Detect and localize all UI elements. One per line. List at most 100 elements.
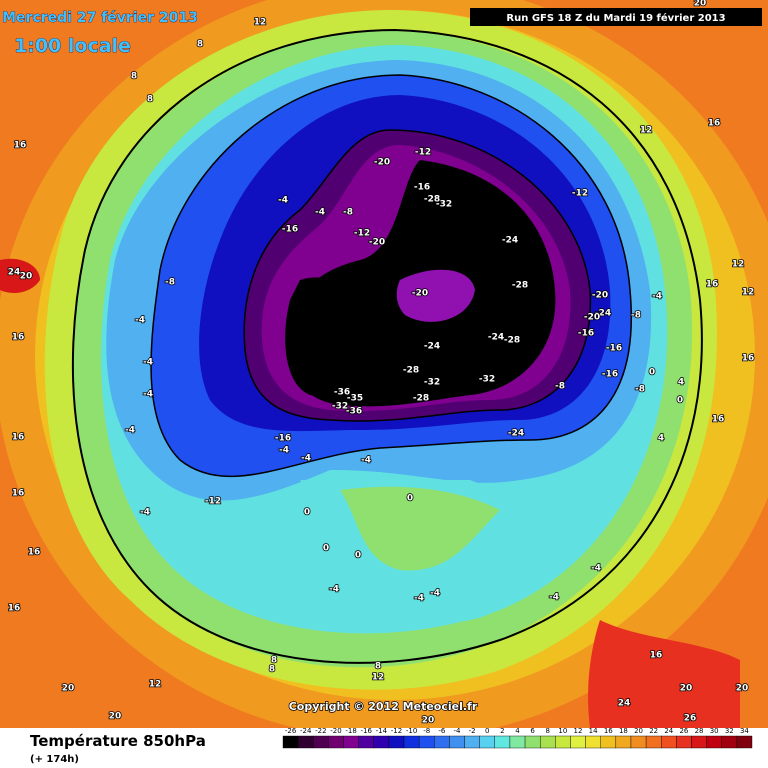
legend-swatch [282, 735, 299, 749]
legend-swatch [585, 735, 601, 749]
contour-label: -16 [282, 225, 298, 235]
legend-label: 26 [679, 727, 688, 735]
contour-label: -36 [346, 407, 362, 417]
legend-label: 10 [558, 727, 567, 735]
copyright: Copyright © 2012 Meteociel.fr [289, 700, 478, 713]
legend-swatch [328, 735, 344, 749]
legend-label: 30 [710, 727, 719, 735]
legend-label: 4 [515, 727, 520, 735]
contour-label: -16 [275, 434, 291, 444]
legend-label: 8 [546, 727, 550, 735]
legend-swatch [403, 735, 420, 749]
contour-label: -16 [414, 183, 430, 193]
contour-label: 12 [149, 680, 162, 690]
run-box [470, 8, 762, 26]
legend-swatch [479, 735, 496, 749]
contour-label: 20 [694, 0, 707, 9]
legend-swatch [343, 735, 359, 749]
contour-label: 0 [649, 368, 655, 378]
contour-label: -16 [606, 344, 622, 354]
legend-label: 28 [695, 727, 704, 735]
contour-label: 24 [618, 699, 631, 709]
contour-label: -4 [329, 585, 339, 595]
contour-label: -8 [631, 311, 641, 321]
contour-label: -12 [572, 189, 588, 199]
contour-label: -12 [354, 229, 370, 239]
legend-label: -18 [345, 727, 356, 735]
legend-swatch [615, 735, 632, 749]
contour-label: 16 [12, 489, 25, 499]
legend-swatch [736, 735, 753, 749]
legend-swatch [570, 735, 586, 749]
contour-label: -35 [347, 394, 363, 404]
contour-label: -16 [578, 329, 594, 339]
contour-label: 8 [269, 665, 275, 675]
contour-label: 4 [678, 378, 684, 388]
legend-swatch [464, 735, 480, 749]
legend-label: -20 [330, 727, 341, 735]
contour-label: 12 [742, 288, 755, 298]
contour-label: -12 [205, 497, 221, 507]
legend-label: -12 [391, 727, 402, 735]
contour-label: -4 [135, 316, 145, 326]
legend-label: 6 [530, 727, 535, 735]
legend-swatch [418, 735, 435, 749]
contour-label: 20 [736, 684, 749, 694]
contour-label: 12 [640, 126, 653, 136]
legend-swatch [555, 735, 571, 749]
contour-label: -4 [278, 196, 288, 206]
legend-label: 34 [740, 727, 749, 735]
run: Run GFS 18 Z du Mardi 19 février 2013 [506, 12, 725, 24]
legend-swatch [313, 735, 329, 749]
temperature-field [0, 0, 768, 740]
date: Mercredi 27 février 2013 [2, 10, 198, 26]
contour-label: -24 [595, 309, 611, 319]
contour-label: -20 [412, 289, 428, 299]
contour-label: -4 [361, 456, 371, 466]
contour-label: -20 [374, 158, 390, 168]
contour-label: 0 [323, 544, 329, 554]
contour-label: 0 [677, 396, 683, 406]
contour-label: -12 [415, 148, 431, 158]
contour-label: 16 [712, 415, 725, 425]
contour-label: 20 [680, 684, 693, 694]
legend-label: -24 [300, 727, 312, 735]
legend-swatch [388, 735, 405, 749]
contour-label: -4 [652, 292, 662, 302]
contour-label: 16 [28, 548, 41, 558]
contour-label: -20 [592, 291, 608, 301]
legend-swatch [676, 735, 692, 749]
legend-label: 14 [589, 727, 598, 735]
legend-label: 24 [664, 727, 673, 735]
contour-label: -4 [430, 589, 440, 599]
contour-label: -4 [143, 358, 153, 368]
legend-swatch [661, 735, 677, 749]
contour-label: -4 [125, 426, 135, 436]
contour-label: -16 [602, 370, 618, 380]
legend-label: -4 [453, 727, 461, 735]
contour-label: -8 [165, 278, 175, 288]
time: 1:00 locale [14, 35, 131, 57]
contour-label: 20 [62, 684, 75, 694]
legend-swatch [645, 735, 662, 749]
contour-label: 20 [422, 716, 435, 726]
contour-label: -24 [424, 342, 440, 352]
legend-label: -8 [423, 727, 430, 735]
contour-label: 20 [20, 272, 33, 282]
legend-swatch [600, 735, 617, 749]
contour-label: -8 [555, 382, 565, 392]
legend-label: -2 [469, 727, 476, 735]
contour-label: -24 [488, 333, 504, 343]
contour-label: 16 [12, 433, 25, 443]
legend-label: 20 [634, 727, 643, 735]
contour-label: -24 [508, 429, 524, 439]
footer-lead: (+ 174h) [30, 754, 79, 765]
legend-swatch [630, 735, 647, 749]
legend-label: 12 [574, 727, 583, 735]
contour-label: -32 [479, 375, 495, 385]
contour-label: 16 [742, 354, 755, 364]
contour-label: -4 [591, 564, 601, 574]
legend-label: 2 [500, 727, 504, 735]
legend-label: -6 [438, 727, 446, 735]
contour-label: -28 [413, 394, 429, 404]
